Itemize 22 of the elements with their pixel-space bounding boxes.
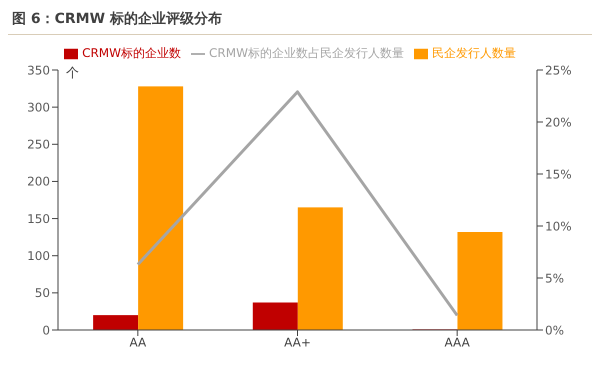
- y-tick-label: 300: [27, 100, 50, 114]
- legend-label: 民企发行人数量: [432, 46, 516, 60]
- legend-label: CRMW标的企业数: [82, 46, 181, 60]
- y-tick-label: 0: [42, 323, 50, 338]
- y2-tick-label: 10%: [545, 219, 572, 234]
- x-tick-label: AAA: [444, 336, 471, 350]
- y2-tick-label: 25%: [545, 63, 572, 78]
- y-tick-label: 200: [27, 174, 50, 189]
- x-tick-label: AA+: [284, 336, 311, 350]
- y-tick-label: 350: [27, 63, 50, 78]
- y2-tick-label: 20%: [545, 115, 572, 130]
- y-tick-label: 100: [27, 248, 50, 263]
- y-tick-label: 50: [34, 286, 50, 300]
- y2-tick-label: 15%: [545, 167, 572, 182]
- y-axis-title: 个: [66, 66, 79, 82]
- y2-tick-label: 5%: [545, 271, 564, 286]
- x-tick-label: AA: [129, 336, 147, 350]
- legend-label: CRMW标的企业数占民企发行人数量: [209, 46, 404, 60]
- y-tick-label: 150: [27, 212, 50, 226]
- y2-tick-label: 0%: [545, 323, 564, 338]
- chart-title: 图 6：CRMW 标的企业评级分布: [8, 8, 592, 35]
- y-tick-label: 250: [27, 138, 50, 152]
